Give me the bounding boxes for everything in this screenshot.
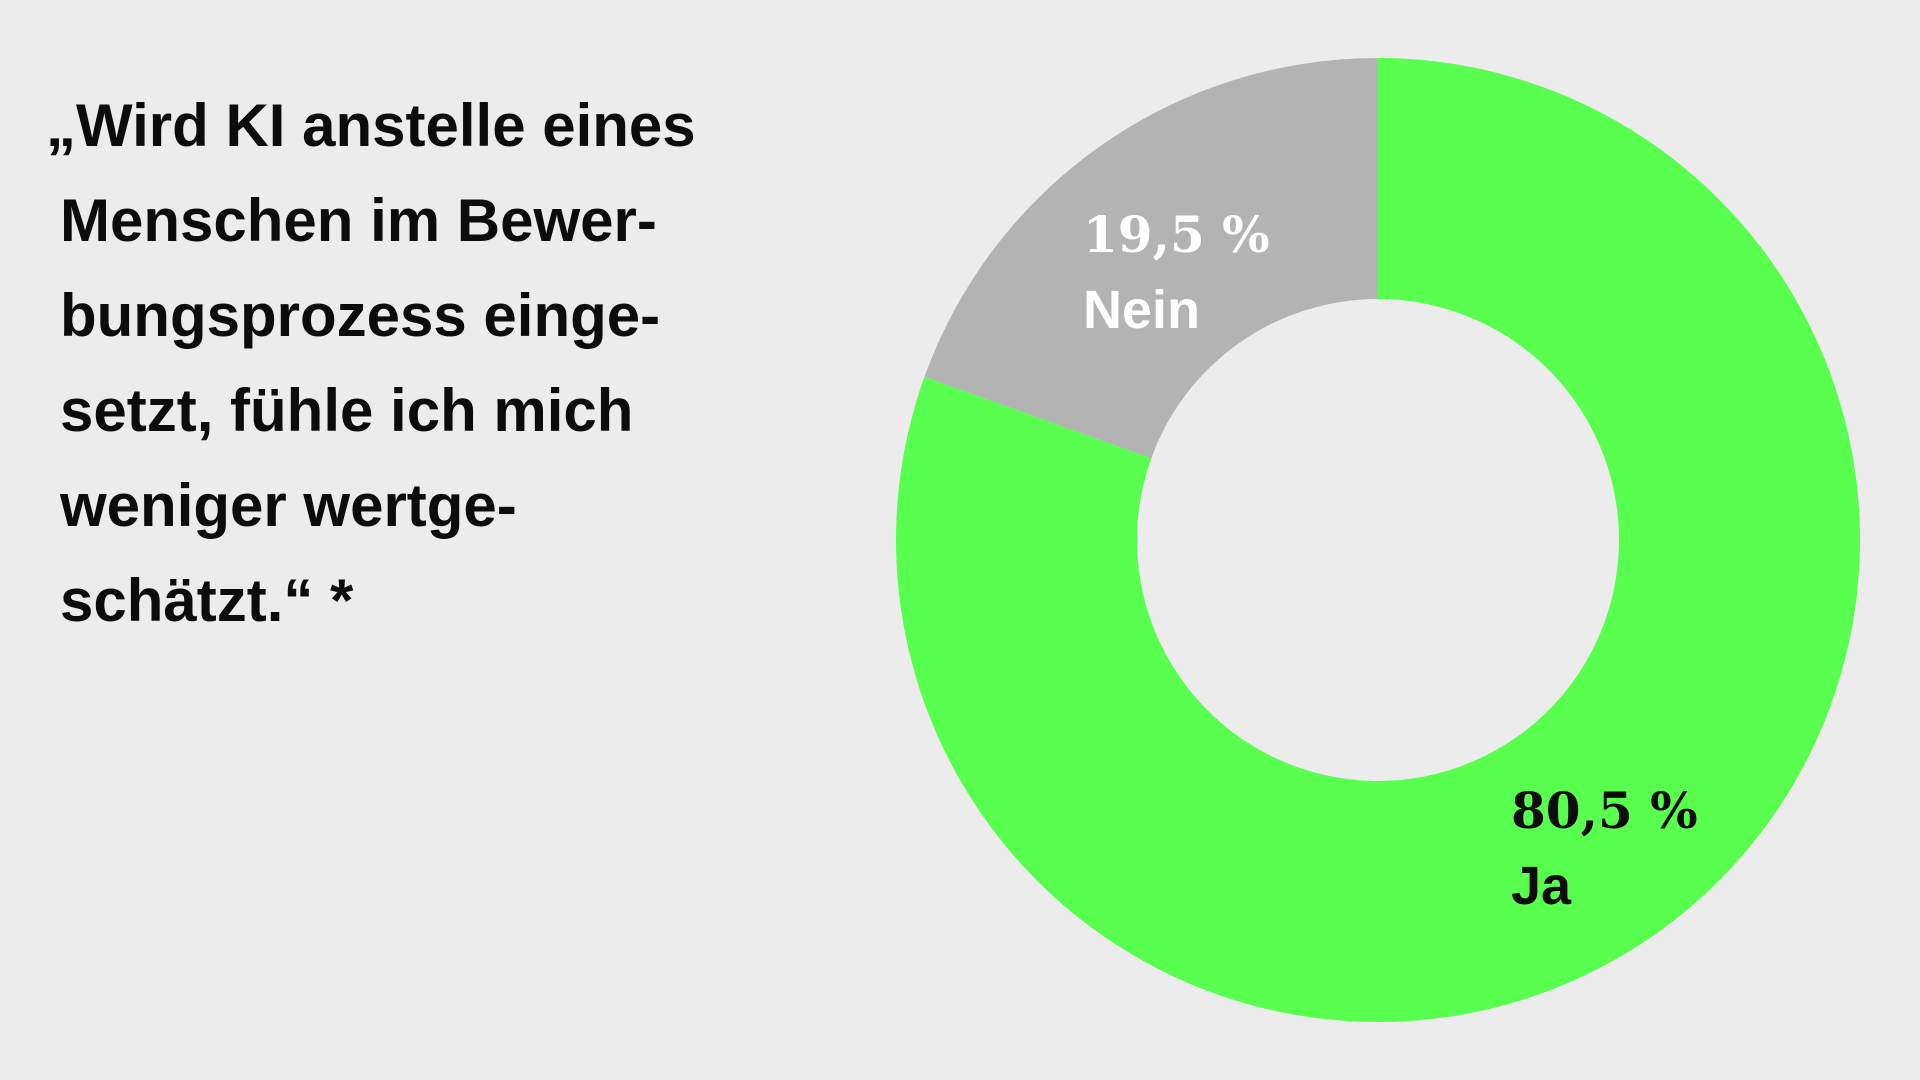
title-line: schätzt.“ *	[60, 567, 354, 634]
chart-title: „Wird KI anstelle eines Menschen im Bewe…	[46, 78, 846, 648]
title-line: Menschen im Bewer-	[60, 187, 657, 254]
title-line: setzt, fühle ich mich	[60, 377, 634, 444]
slice-value-ja: 80,5 %	[1511, 781, 1698, 840]
slice-category-nein: Nein	[1083, 280, 1201, 340]
donut-slice-nein	[924, 58, 1378, 459]
donut-slice-ja	[896, 58, 1860, 1023]
slice-value-nein: 19,5 %	[1083, 205, 1270, 264]
title-line: „Wird KI anstelle eines	[46, 92, 696, 159]
slice-category-ja: Ja	[1511, 856, 1572, 916]
title-line: bungsprozess einge-	[60, 282, 661, 349]
slice-label-nein: 19,5 % Nein	[1083, 200, 1270, 350]
title-line: weniger wertge-	[60, 472, 517, 539]
slice-label-ja: 80,5 % Ja	[1511, 776, 1698, 926]
